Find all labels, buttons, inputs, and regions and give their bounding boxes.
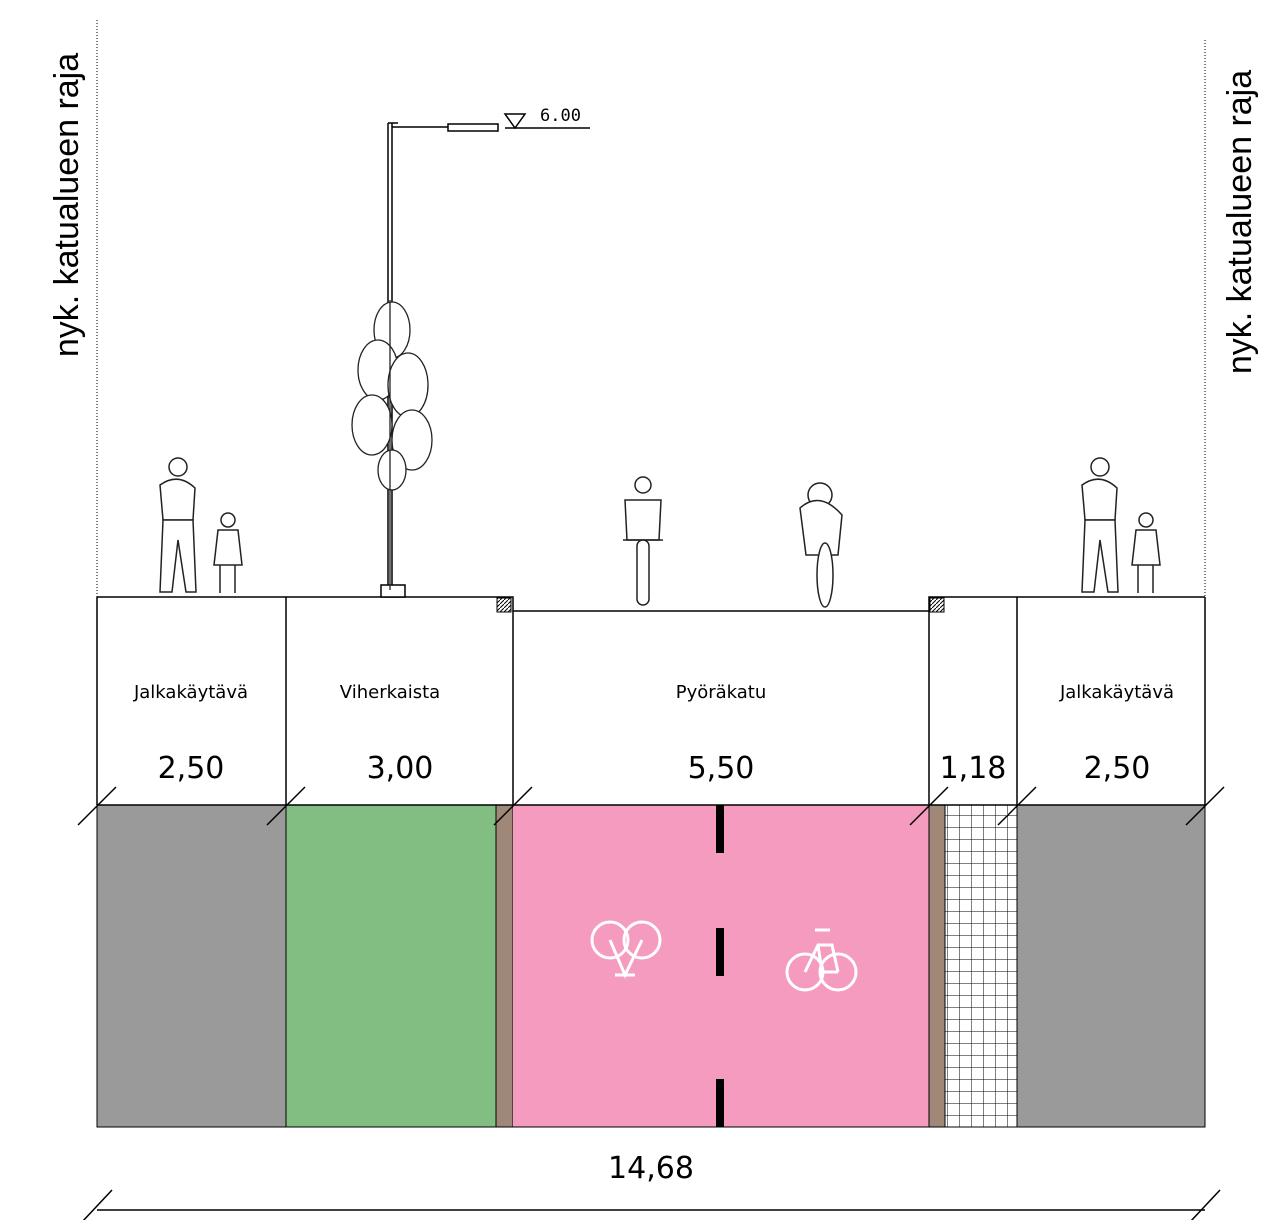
section-name: Pyöräkatu	[676, 682, 767, 703]
sidewalk	[1016, 804, 1206, 1128]
section-name: Viherkaista	[340, 682, 440, 703]
section-profile	[96, 596, 1206, 805]
green-strip	[285, 804, 497, 1128]
lane-dashes	[716, 805, 724, 1127]
tree	[351, 300, 433, 590]
level-marker	[503, 113, 590, 130]
total-width: 14,68	[608, 1151, 694, 1186]
curb-strip	[495, 804, 514, 1128]
section-name: Jalkakäytävä	[1059, 682, 1174, 703]
paving-strip	[944, 804, 1018, 1128]
pedestrians	[159, 457, 1161, 593]
cyclists	[623, 476, 843, 608]
section-width: 2,50	[1084, 751, 1151, 786]
dimension-line	[77, 786, 1225, 1220]
section-name: Jalkakäytävä	[133, 682, 248, 703]
boundary-label: nyk. katualueen raja	[48, 53, 86, 357]
level-label: 6.00	[540, 106, 581, 126]
section-width: 1,18	[940, 751, 1007, 786]
sidewalk	[96, 804, 287, 1128]
curb	[496, 597, 512, 613]
section-width: 5,50	[688, 751, 755, 786]
section-width: 3,00	[367, 751, 434, 786]
section-width: 2,50	[158, 751, 225, 786]
boundary-label: nyk. katualueen raja	[1221, 70, 1259, 374]
curb-strip	[928, 804, 946, 1128]
bike-symbol	[590, 920, 858, 992]
curb	[929, 597, 945, 613]
